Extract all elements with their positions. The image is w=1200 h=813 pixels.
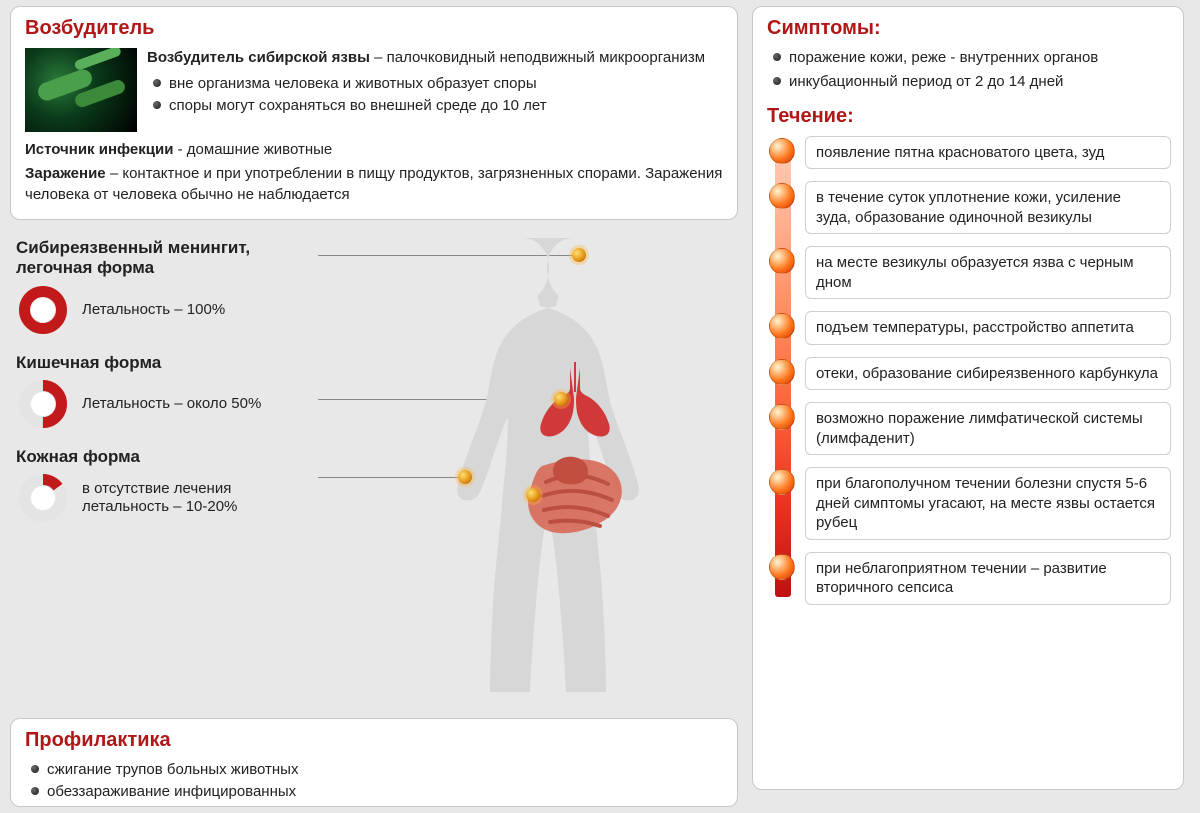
symptoms-bullets: поражение кожи, реже - внутренних органо… [767,48,1171,93]
form-title: Сибиреязвенный менингит, легочная форма [16,238,316,279]
course-text: отеки, образование сибиреязвенного карбу… [805,357,1171,391]
symptom-bullet: инкубационный период от 2 до 14 дней [773,72,1171,92]
pathogen-bullet: споры могут сохраняться во внешней среде… [153,96,723,116]
intestines-icon [522,456,632,556]
lethality-donut [16,377,70,431]
course-item: на месте везикулы образуется язва с черн… [767,246,1171,299]
pathogen-panel: Возбудитель Возбудитель сибирской язвы –… [10,6,738,220]
pathogen-title: Возбудитель [25,17,723,40]
course-orb-icon [769,359,795,385]
course-text: при неблагоприятном течении – развитие в… [805,552,1171,605]
source-line: Источник инфекции - домашние животные [25,140,723,160]
course-orb-icon [769,248,795,274]
prevention-bullets: сжигание трупов больных животных обеззар… [25,760,723,803]
form-title: Кожная форма [16,447,316,467]
course-item: возможно поражение лимфатической системы… [767,402,1171,455]
symptoms-title: Симптомы: [767,17,1171,40]
course-list: появление пятна красноватого цвета, зуд … [767,136,1171,605]
pathogen-lead: Возбудитель сибирской язвы – палочковидн… [147,48,723,68]
prevention-bullet: сжигание трупов больных животных [31,760,723,780]
symptoms-course-panel: Симптомы: поражение кожи, реже - внутрен… [752,6,1184,790]
forms-column: Сибиреязвенный менингит, легочная форма … [16,232,316,702]
course-title: Течение: [767,105,1171,128]
lethality-donut [16,283,70,337]
course-text: появление пятна красноватого цвета, зуд [805,136,1171,170]
brain-marker [572,248,586,262]
course-item: в течение суток уплотнение кожи, усилени… [767,181,1171,234]
course-item: при неблагоприятном течении – развитие в… [767,552,1171,605]
course-orb-icon [769,404,795,430]
course-orb-icon [769,469,795,495]
lungs-icon [530,362,620,438]
course-text: в течение суток уплотнение кожи, усилени… [805,181,1171,234]
forms-and-body: Сибиреязвенный менингит, легочная форма … [10,232,738,702]
lethality-donut [16,471,70,525]
infection-line: Заражение – контактное и при употреблени… [25,164,723,205]
course-item: появление пятна красноватого цвета, зуд [767,136,1171,170]
lethality-text: Летальность – около 50% [82,395,261,413]
course-orb-icon [769,138,795,164]
form-block: Кишечная форма Летальность – около 50% [16,353,316,431]
pathogen-bullets: вне организма человека и животных образу… [147,74,723,117]
form-block: Кожная форма в отсутствие лечения леталь… [16,447,316,525]
lethality-text: в отсутствие лечения летальность – 10-20… [82,480,316,516]
course-orb-icon [769,313,795,339]
form-block: Сибиреязвенный менингит, легочная форма … [16,238,316,337]
course-orb-icon [769,183,795,209]
course-text: на месте везикулы образуется язва с черн… [805,246,1171,299]
course-text: подъем температуры, расстройство аппетит… [805,311,1171,345]
gut-marker [526,488,540,502]
prevention-panel: Профилактика сжигание трупов больных жив… [10,718,738,808]
course-item: подъем температуры, расстройство аппетит… [767,311,1171,345]
bacteria-image [25,48,137,132]
human-body-diagram [324,232,732,702]
prevention-bullet: обеззараживание инфицированных [31,782,723,802]
course-text: возможно поражение лимфатической системы… [805,402,1171,455]
lungs-marker [554,392,568,406]
symptom-bullet: поражение кожи, реже - внутренних органо… [773,48,1171,68]
lethality-text: Летальность – 100% [82,301,225,319]
course-item: отеки, образование сибиреязвенного карбу… [767,357,1171,391]
arm-marker [458,470,472,484]
course-text: при благополучном течении болезни спустя… [805,467,1171,540]
course-item: при благополучном течении болезни спустя… [767,467,1171,540]
form-title: Кишечная форма [16,353,316,373]
course-orb-icon [769,554,795,580]
prevention-title: Профилактика [25,729,723,752]
pathogen-bullet: вне организма человека и животных образу… [153,74,723,94]
